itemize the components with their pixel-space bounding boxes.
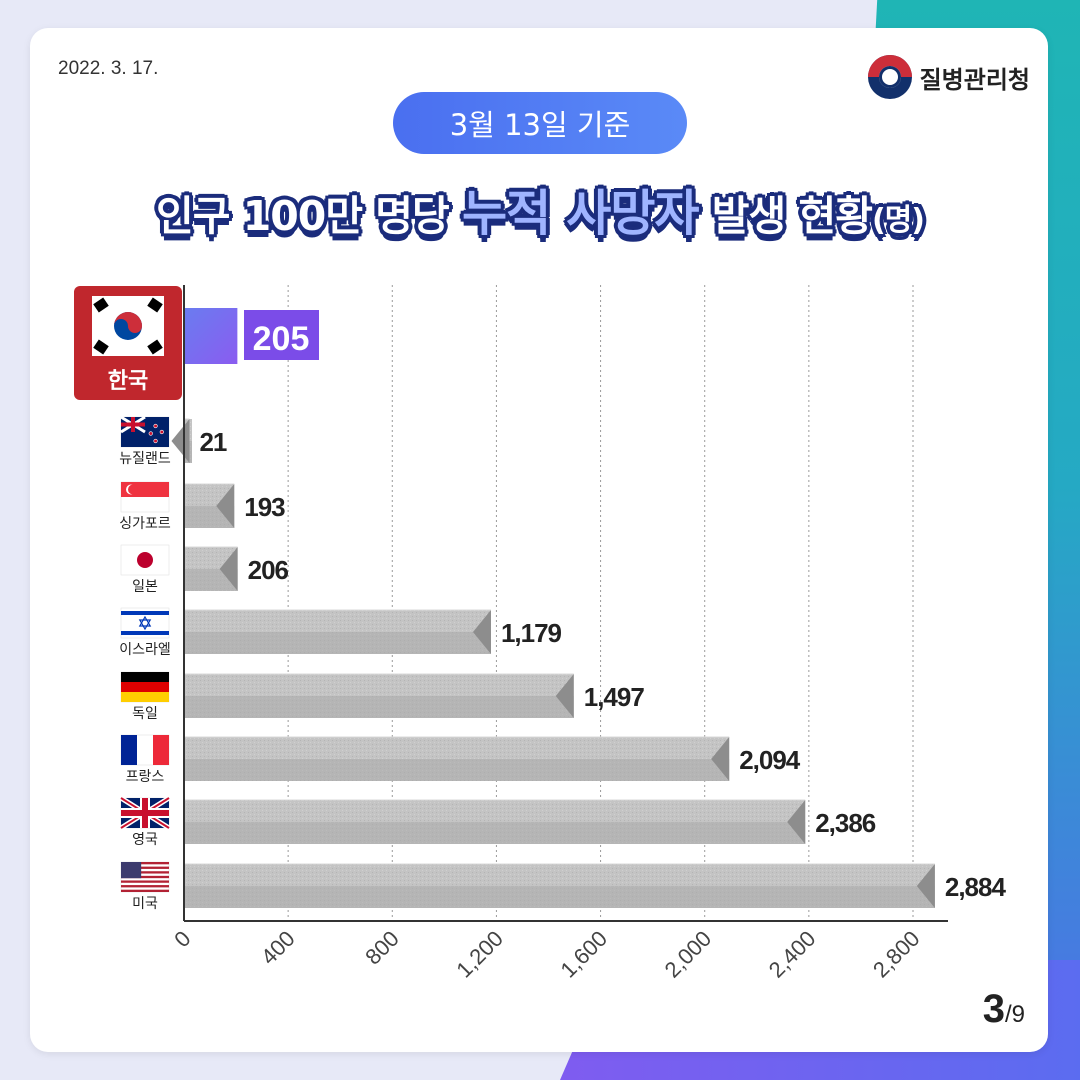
agency-name: 질병관리청 [919, 65, 1030, 94]
value-label: 2,094 [739, 745, 801, 775]
category-label: 미국 [132, 895, 158, 911]
category-label: 독일 [132, 705, 158, 721]
value-label: 21 [199, 427, 226, 457]
value-label: 2,884 [945, 872, 1007, 902]
agency-logo: 질병관리청 [867, 55, 1030, 99]
x-tick-label: 1,200 [451, 926, 508, 983]
bar-korea [184, 308, 238, 364]
category-label: 싱가포르 [119, 515, 171, 531]
value-label: 1,179 [501, 618, 562, 648]
x-tick-label: 2,000 [660, 926, 717, 983]
category-label: 영국 [132, 831, 158, 847]
page-current: 3 [982, 987, 1005, 1031]
korea-flag-icon [92, 296, 164, 356]
germany-flag-icon [120, 671, 170, 703]
bar [184, 609, 491, 654]
japan-flag-icon [120, 544, 170, 576]
x-tick-label: 2,800 [868, 926, 925, 983]
bar [184, 546, 238, 591]
title-part1: 인구 100만 명당 [156, 192, 463, 240]
bar [184, 483, 235, 528]
bar [184, 673, 574, 718]
title-part2: 발생 현황 [698, 192, 873, 240]
value-label: 1,497 [584, 682, 645, 712]
bar [171, 418, 192, 463]
reference-date-badge: 3월 13일 기준 [393, 92, 687, 154]
usa-flag-icon [120, 861, 170, 893]
svg-text:205: 205 [253, 320, 310, 358]
category-label: 일본 [132, 578, 158, 594]
x-tick-label: 1,600 [555, 926, 612, 983]
bar [184, 863, 935, 908]
uk-flag-icon [119, 795, 171, 831]
value-label: 2,386 [815, 808, 876, 838]
category-label: 한국 [108, 368, 148, 393]
category-label: 이스라엘 [119, 641, 171, 657]
israel-flag-icon [120, 607, 170, 639]
new-zealand-flag-icon [120, 415, 170, 448]
date-label: 2022. 3. 17. [58, 58, 159, 79]
page-total: /9 [1004, 1001, 1025, 1028]
x-tick-label: 400 [256, 926, 300, 970]
bar [184, 799, 806, 844]
korea-label-box: 한국 [74, 286, 182, 400]
category-label: 프랑스 [126, 768, 165, 784]
x-tick-label: 800 [360, 926, 404, 970]
value-label: 193 [244, 492, 285, 522]
title-highlight: 누적 사망자 [462, 185, 699, 242]
taegeuk-logo-icon [867, 55, 912, 99]
france-flag-icon [120, 734, 170, 766]
bar [184, 736, 730, 781]
x-tick-label: 0 [169, 926, 195, 952]
singapore-flag-icon [120, 481, 170, 513]
category-label: 뉴질랜드 [119, 450, 171, 466]
value-label-korea: 205 [244, 310, 319, 360]
value-label: 206 [248, 555, 289, 585]
title-unit: (명) [871, 203, 925, 238]
x-tick-label: 2,400 [764, 926, 821, 983]
chart-title: 인구 100만 명당 누적 사망자 발생 현황(명) [0, 174, 1080, 245]
page-indicator: 3/9 [983, 987, 1025, 1032]
